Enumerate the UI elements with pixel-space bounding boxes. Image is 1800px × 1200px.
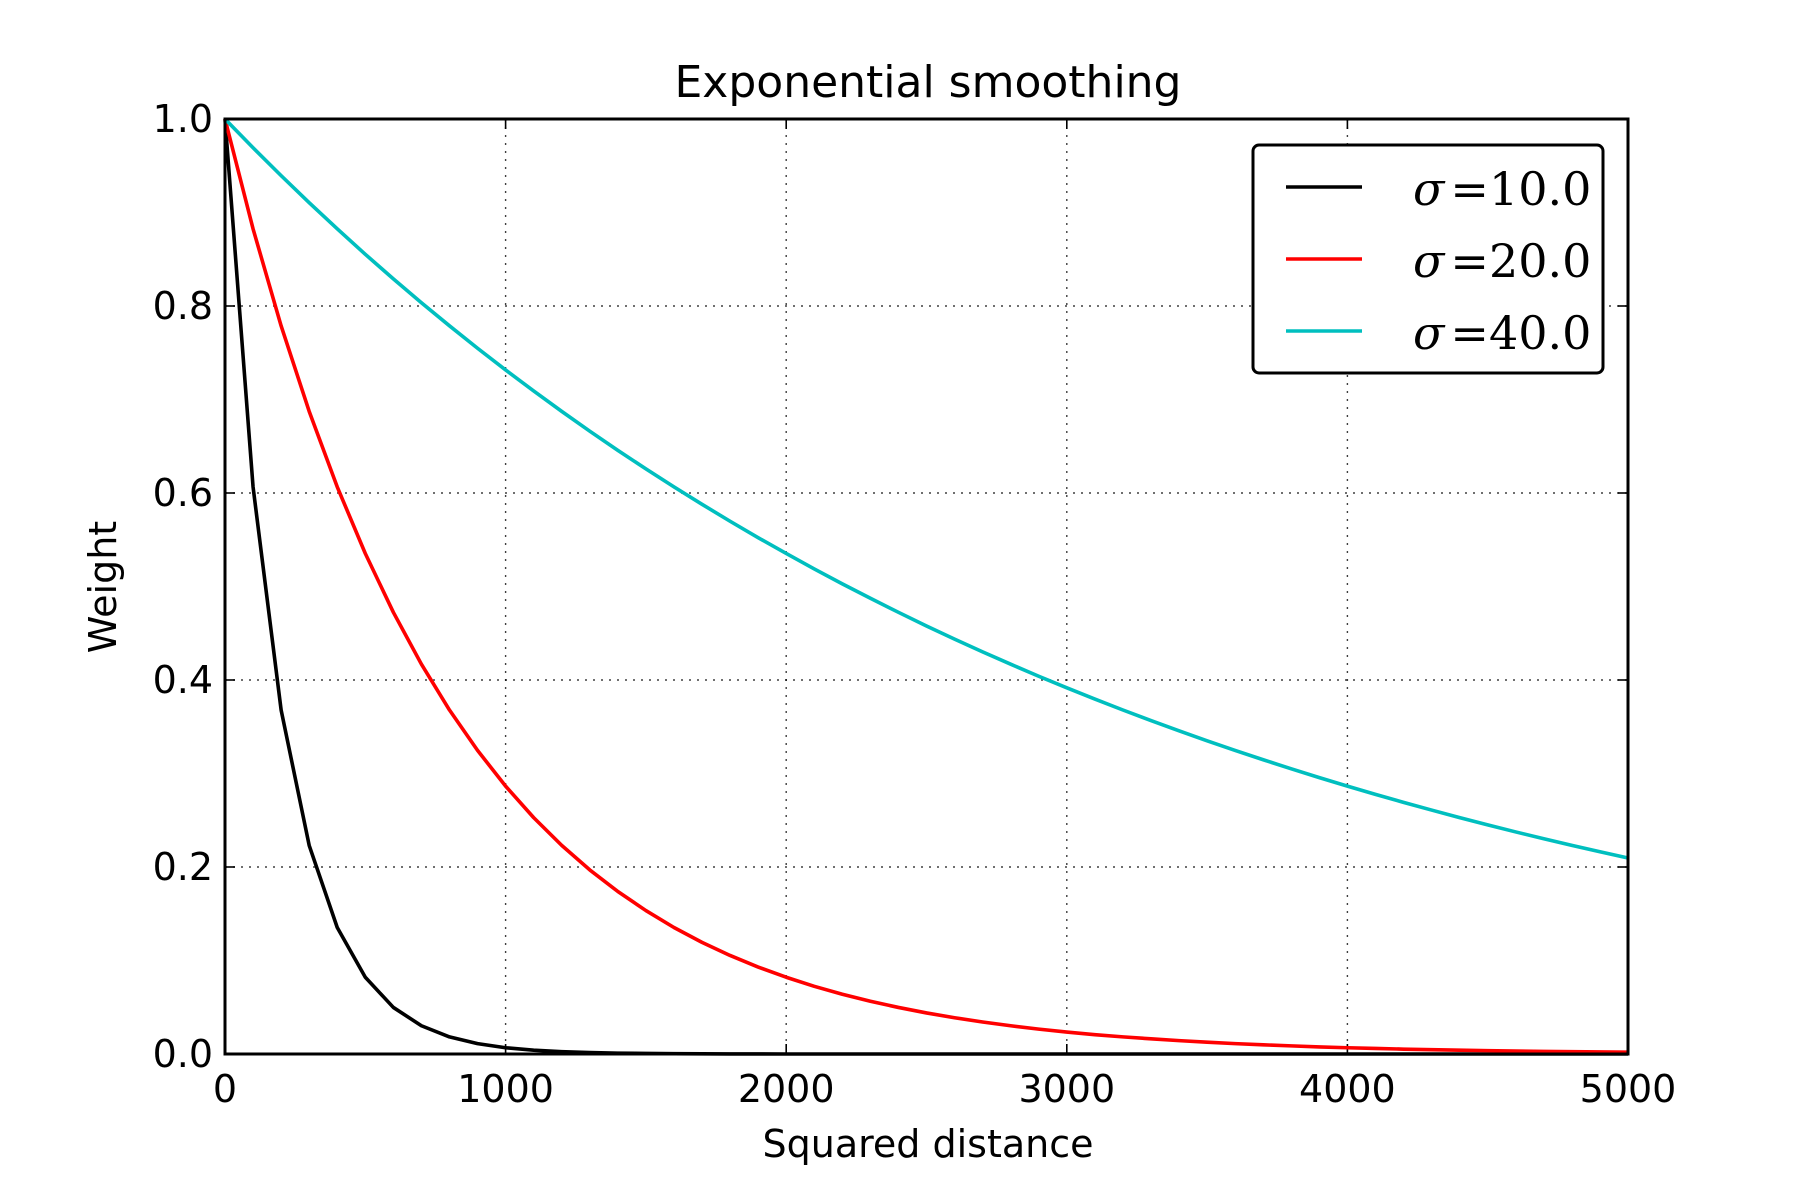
y-tick-label: 0.2 bbox=[153, 845, 213, 889]
legend-sigma-symbol: σ bbox=[1413, 234, 1446, 288]
legend-sigma-value: 40.0 bbox=[1489, 306, 1591, 360]
x-tick-label: 1000 bbox=[457, 1067, 554, 1111]
series-line-sigma-20 bbox=[223, 118, 1629, 1055]
y-tick-label: 0.0 bbox=[153, 1032, 213, 1076]
legend-sigma-value: 20.0 bbox=[1489, 234, 1591, 288]
legend-sigma-symbol: σ bbox=[1413, 306, 1446, 360]
y-tick-label: 1.0 bbox=[153, 97, 213, 141]
y-tick-label: 0.4 bbox=[153, 658, 213, 702]
y-axis-label: Weight bbox=[81, 521, 125, 653]
legend-sigma-value: 10.0 bbox=[1489, 162, 1591, 216]
x-tick-labels: 0 1000 2000 3000 4000 5000 bbox=[213, 1067, 1676, 1111]
x-axis-label: Squared distance bbox=[763, 1122, 1094, 1166]
axes-frame bbox=[223, 117, 1630, 1056]
series-line-sigma-40 bbox=[223, 117, 1629, 860]
chart-title: Exponential smoothing bbox=[675, 57, 1182, 108]
y-tick-label: 0.6 bbox=[153, 471, 213, 515]
y-tick-labels: 0.0 0.2 0.4 0.6 0.8 1.0 bbox=[153, 97, 213, 1076]
legend: σ =10.0 σ =20.0 σ =40.0 bbox=[1251, 143, 1605, 375]
legend-label-sigma-10: σ =10.0 bbox=[1413, 162, 1591, 216]
legend-label-sigma-40: σ =40.0 bbox=[1413, 306, 1591, 360]
x-tick-label: 0 bbox=[213, 1067, 237, 1111]
legend-box bbox=[1251, 143, 1605, 375]
y-tick-label: 0.8 bbox=[153, 284, 213, 328]
legend-sigma-symbol: σ bbox=[1413, 162, 1446, 216]
legend-label-sigma-20: σ =20.0 bbox=[1413, 234, 1591, 288]
x-tick-label: 5000 bbox=[1580, 1067, 1677, 1111]
x-tick-label: 3000 bbox=[1018, 1067, 1115, 1111]
x-tick-label: 4000 bbox=[1299, 1067, 1396, 1111]
x-tick-label: 2000 bbox=[738, 1067, 835, 1111]
